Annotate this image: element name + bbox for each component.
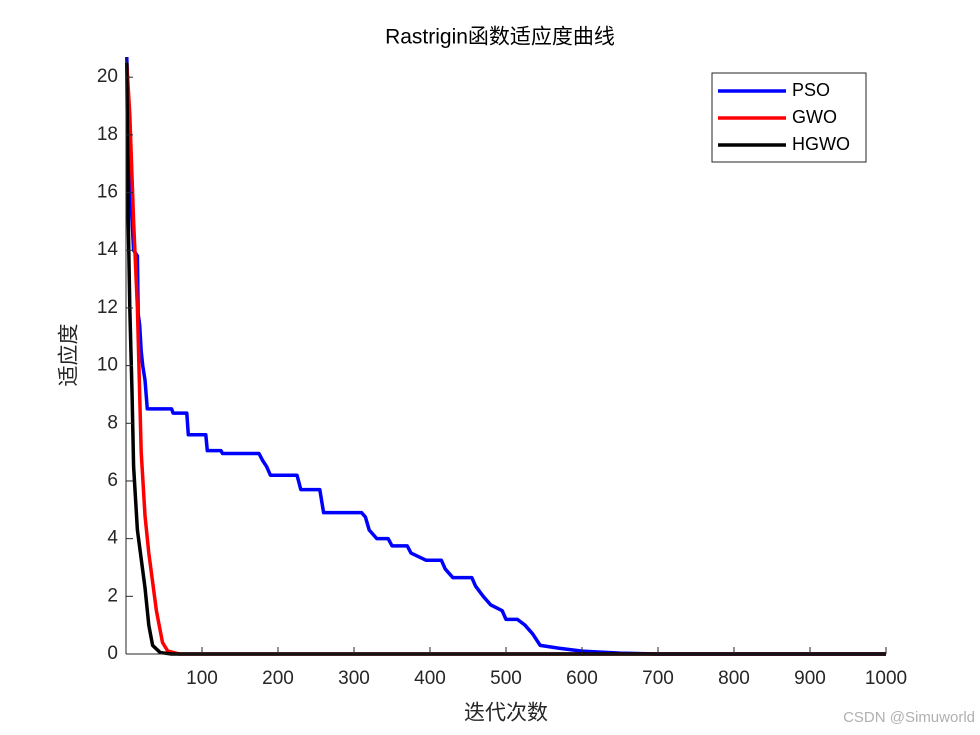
legend-label: HGWO [792,134,850,154]
y-tick-label: 8 [107,412,118,433]
legend-label: GWO [792,107,837,127]
x-tick-label: 700 [642,668,674,689]
y-tick-label: 2 [107,585,118,606]
series-line [125,56,886,656]
y-tick-label: 16 [97,182,118,203]
x-axis-label: 迭代次数 [464,702,548,725]
x-tick-label: 600 [566,668,598,689]
y-tick-label: 18 [97,124,118,145]
watermark: CSDN @Simuworld [843,709,975,726]
legend-label: PSO [792,80,830,100]
x-tick-label: 200 [262,668,294,689]
x-tick-label: 300 [338,668,370,689]
series-line [125,62,886,656]
x-tick-label: 900 [794,668,826,689]
x-tick-label: 400 [414,668,446,689]
x-tick-label: 1000 [865,668,907,689]
y-tick-label: 10 [97,355,118,376]
y-tick-label: 14 [97,239,119,260]
y-tick-label: 12 [97,297,118,318]
y-tick-label: 0 [107,643,118,664]
y-tick-label: 20 [97,66,118,87]
x-tick-label: 500 [490,668,522,689]
y-tick-label: 6 [107,470,118,491]
chart-title: Rastrigin函数适应度曲线 [385,26,615,49]
x-tick-label: 800 [718,668,750,689]
y-axis-label: 适应度 [58,324,81,387]
x-tick-label: 100 [186,668,218,689]
y-tick-label: 4 [107,528,118,549]
